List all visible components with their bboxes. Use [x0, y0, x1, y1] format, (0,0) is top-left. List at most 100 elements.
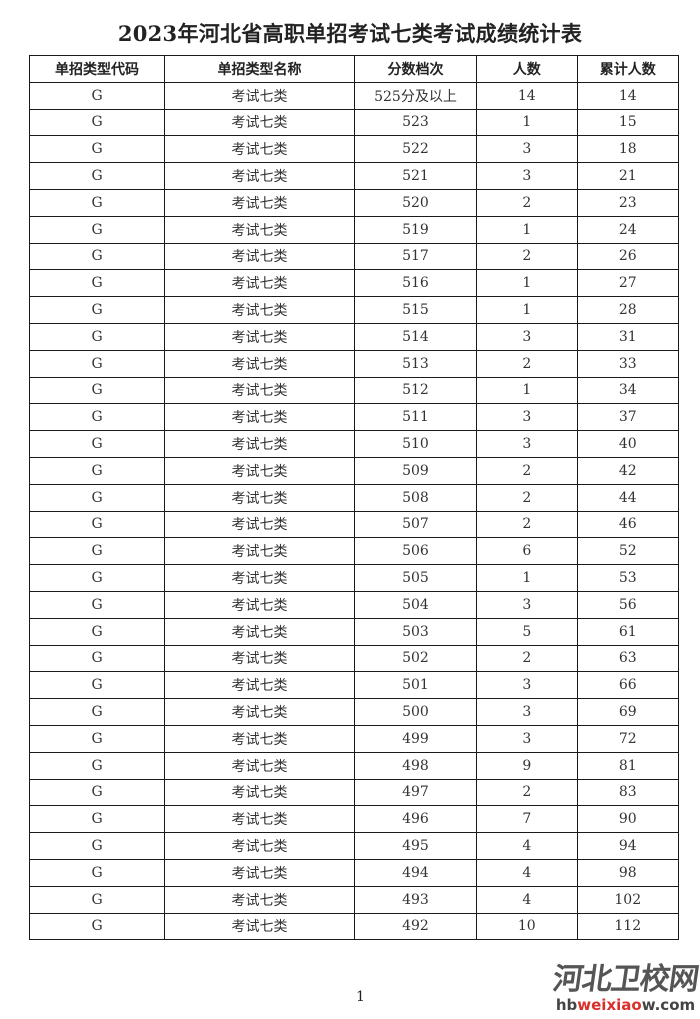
cell-cumulative: 69 — [576, 698, 679, 726]
cell-count: 2 — [476, 242, 578, 271]
header-type-name: 单招类型名称 — [164, 55, 355, 83]
cell-cumulative: 44 — [576, 483, 679, 512]
cell-cumulative: 23 — [576, 188, 679, 217]
cell-type-code: G — [28, 242, 166, 271]
cell-type-code: G — [28, 108, 166, 137]
cell-type-code: G — [28, 456, 166, 485]
table-row: G 考试七类 504 3 56 — [28, 590, 679, 619]
cell-count: 3 — [476, 590, 578, 619]
table-row: G 考试七类 505 1 53 — [28, 564, 679, 592]
cell-score-level: 503 — [353, 617, 478, 646]
cell-type-name: 考试七类 — [164, 269, 355, 298]
cell-score-level: 517 — [353, 242, 478, 271]
cell-type-code: G — [28, 269, 166, 298]
cell-score-level: 492 — [353, 912, 478, 941]
cell-type-name: 考试七类 — [164, 778, 355, 807]
cell-type-code: G — [28, 135, 166, 164]
cell-cumulative: 56 — [576, 590, 679, 619]
cell-count: 3 — [476, 724, 578, 753]
cell-score-level: 494 — [353, 858, 478, 887]
table-row: G 考试七类 494 4 98 — [28, 858, 679, 887]
cell-cumulative: 66 — [576, 671, 679, 700]
cell-score-level: 499 — [353, 724, 478, 753]
cell-count: 1 — [476, 564, 578, 592]
cell-type-name: 考试七类 — [164, 805, 355, 834]
header-type-code: 单招类型代码 — [28, 55, 166, 83]
cell-score-level: 496 — [353, 805, 478, 834]
cell-cumulative: 37 — [576, 403, 679, 432]
cell-score-level: 519 — [353, 215, 478, 244]
cell-type-name: 考试七类 — [164, 403, 355, 432]
table-row: G 考试七类 495 4 94 — [28, 832, 679, 860]
cell-score-level: 493 — [353, 885, 478, 914]
cell-type-name: 考试七类 — [164, 430, 355, 458]
logo-chinese-text: 河北卫校网 — [550, 962, 700, 997]
cell-score-level: 516 — [353, 269, 478, 298]
cell-score-level: 520 — [353, 188, 478, 217]
table-row: G 考试七类 513 2 33 — [28, 349, 679, 378]
cell-type-name: 考试七类 — [164, 698, 355, 726]
cell-type-code: G — [28, 564, 166, 592]
cell-type-name: 考试七类 — [164, 483, 355, 512]
cell-type-code: G — [28, 751, 166, 780]
cell-type-name: 考试七类 — [164, 188, 355, 217]
table-row: G 考试七类 514 3 31 — [28, 322, 679, 351]
cell-cumulative: 18 — [576, 135, 679, 164]
page-title: 2023年河北省高职单招考试七类考试成绩统计表 — [117, 21, 583, 46]
cell-type-name: 考试七类 — [164, 510, 355, 539]
cell-score-level: 500 — [353, 698, 478, 726]
cell-score-level: 513 — [353, 349, 478, 378]
table-row: G 考试七类 512 1 34 — [28, 376, 679, 405]
cell-type-code: G — [28, 885, 166, 914]
cell-type-name: 考试七类 — [164, 162, 355, 190]
cell-type-code: G — [28, 376, 166, 405]
table-row: G 考试七类 503 5 61 — [28, 617, 679, 646]
cell-count: 1 — [476, 215, 578, 244]
table-row: G 考试七类 515 1 28 — [28, 296, 679, 324]
cell-cumulative: 90 — [576, 805, 679, 834]
cell-type-code: G — [28, 537, 166, 566]
cell-type-code: G — [28, 724, 166, 753]
cell-type-name: 考试七类 — [164, 537, 355, 566]
cell-type-name: 考试七类 — [164, 564, 355, 592]
cell-count: 2 — [476, 644, 578, 673]
cell-score-level: 522 — [353, 135, 478, 164]
table-row: G 考试七类 517 2 26 — [28, 242, 679, 271]
cell-score-level: 510 — [353, 430, 478, 458]
cell-score-level: 498 — [353, 751, 478, 780]
cell-type-code: G — [28, 698, 166, 726]
cell-score-level: 523 — [353, 108, 478, 137]
cell-count: 1 — [476, 269, 578, 298]
cell-count: 3 — [476, 698, 578, 726]
cell-count: 3 — [476, 430, 578, 458]
cell-type-code: G — [28, 188, 166, 217]
table-row: G 考试七类 510 3 40 — [28, 430, 679, 458]
cell-type-name: 考试七类 — [164, 751, 355, 780]
cell-type-code: G — [28, 590, 166, 619]
cell-count: 3 — [476, 162, 578, 190]
table-row: G 考试七类 500 3 69 — [28, 698, 679, 726]
cell-score-level: 504 — [353, 590, 478, 619]
cell-score-level: 514 — [353, 322, 478, 351]
table-header-row: 单招类型代码 单招类型名称 分数档次 人数 累计人数 — [28, 55, 679, 83]
table-row: G 考试七类 496 7 90 — [28, 805, 679, 834]
table-row: G 考试七类 520 2 23 — [28, 188, 679, 217]
cell-score-level: 525分及以上 — [353, 81, 478, 110]
cell-type-name: 考试七类 — [164, 456, 355, 485]
cell-cumulative: 72 — [576, 724, 679, 753]
cell-type-code: G — [28, 671, 166, 700]
cell-cumulative: 63 — [576, 644, 679, 673]
table-row: G 考试七类 521 3 21 — [28, 162, 679, 190]
cell-type-name: 考试七类 — [164, 322, 355, 351]
table-row: G 考试七类 506 6 52 — [28, 537, 679, 566]
cell-cumulative: 102 — [576, 885, 679, 914]
cell-type-name: 考试七类 — [164, 671, 355, 700]
cell-type-code: G — [28, 644, 166, 673]
cell-count: 3 — [476, 135, 578, 164]
site-logo: 河北卫校网 hbweixiaow.com — [550, 962, 700, 1013]
cell-type-code: G — [28, 858, 166, 887]
cell-type-name: 考试七类 — [164, 349, 355, 378]
cell-type-name: 考试七类 — [164, 296, 355, 324]
cell-type-name: 考试七类 — [164, 858, 355, 887]
header-count: 人数 — [476, 55, 578, 83]
